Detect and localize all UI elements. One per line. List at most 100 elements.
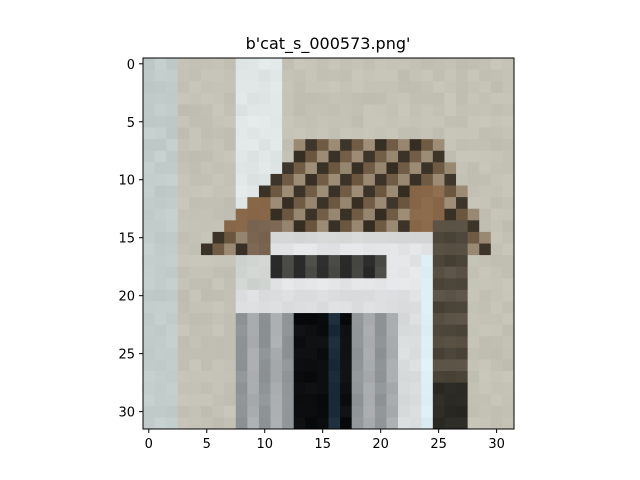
image-pixel (421, 336, 434, 349)
image-pixel (189, 417, 202, 430)
image-pixel (258, 231, 271, 244)
image-pixel (305, 347, 318, 360)
image-pixel (421, 394, 434, 407)
y-tick-label: 20 (118, 290, 135, 305)
image-pixel (316, 197, 329, 210)
image-pixel (177, 231, 190, 244)
image-pixel (143, 173, 155, 186)
image-pixel (490, 301, 503, 314)
image-pixel (340, 139, 353, 152)
image-pixel (328, 313, 341, 326)
image-pixel (502, 115, 515, 128)
image-pixel (154, 220, 167, 233)
image-pixel (502, 371, 515, 384)
image-pixel (467, 359, 480, 372)
image-pixel (200, 104, 213, 117)
image-pixel (270, 231, 283, 244)
y-tick-label: 15 (118, 232, 135, 247)
image-pixel (316, 231, 329, 244)
image-pixel (224, 150, 237, 163)
image-pixel (258, 301, 271, 314)
image-pixel (479, 324, 492, 337)
image-pixel (328, 255, 341, 268)
image-pixel (258, 197, 271, 210)
image-pixel (293, 185, 306, 198)
image-pixel (258, 185, 271, 198)
image-pixel (258, 127, 271, 140)
image-pixel (212, 324, 225, 337)
image-pixel (293, 231, 306, 244)
image-pixel (189, 92, 202, 105)
image-pixel (421, 197, 434, 210)
image-pixel (502, 162, 515, 175)
image-pixel (166, 231, 179, 244)
image-pixel (432, 382, 445, 395)
image-pixel (293, 266, 306, 279)
image-pixel (316, 81, 329, 94)
image-pixel (305, 266, 318, 279)
image-pixel (177, 115, 190, 128)
image-pixel (235, 266, 248, 279)
image-pixel (316, 289, 329, 302)
image-pixel (270, 150, 283, 163)
image-pixel (444, 208, 457, 221)
image-pixel (154, 104, 167, 117)
image-pixel (374, 220, 387, 233)
image-pixel (432, 371, 445, 384)
image-pixel (177, 313, 190, 326)
image-pixel (154, 336, 167, 349)
image-pixel (340, 104, 353, 117)
image-pixel (421, 69, 434, 82)
image-pixel (316, 255, 329, 268)
image-pixel (374, 115, 387, 128)
image-pixel (143, 278, 155, 291)
image-pixel (212, 255, 225, 268)
image-pixel (177, 81, 190, 94)
image-pixel (282, 347, 295, 360)
image-pixel (316, 185, 329, 198)
image-pixel (386, 278, 399, 291)
image-pixel (224, 58, 237, 70)
image-pixel (293, 104, 306, 117)
image-pixel (490, 220, 503, 233)
image-pixel (143, 382, 155, 395)
image-pixel (258, 162, 271, 175)
image-pixel (398, 115, 411, 128)
image-pixel (409, 185, 422, 198)
image-pixel (224, 394, 237, 407)
image-pixel (340, 185, 353, 198)
image-pixel (282, 208, 295, 221)
image-pixel (247, 150, 260, 163)
image-pixel (270, 301, 283, 314)
image-pixel (363, 58, 376, 70)
image-pixel (409, 115, 422, 128)
image-pixel (189, 139, 202, 152)
image-pixel (282, 301, 295, 314)
image-pixel (374, 243, 387, 256)
image-pixel (409, 162, 422, 175)
image-pixel (467, 231, 480, 244)
image-pixel (444, 266, 457, 279)
image-pixel (293, 162, 306, 175)
image-pixel (328, 162, 341, 175)
image-pixel (386, 115, 399, 128)
image-pixel (177, 58, 190, 70)
image-pixel (479, 104, 492, 117)
image-pixel (258, 313, 271, 326)
image-pixel (189, 115, 202, 128)
image-pixel (340, 371, 353, 384)
image-pixel (166, 371, 179, 384)
image-pixel (340, 197, 353, 210)
image-pixel (282, 266, 295, 279)
image-pixel (316, 104, 329, 117)
image-pixel (305, 243, 318, 256)
image-pixel (444, 150, 457, 163)
image-pixel (479, 417, 492, 430)
image-pixel (444, 347, 457, 360)
image-pixel (444, 417, 457, 430)
image-pixel (432, 104, 445, 117)
image-pixel (363, 139, 376, 152)
image-pixel (363, 255, 376, 268)
image-pixel (224, 139, 237, 152)
image-pixel (293, 289, 306, 302)
